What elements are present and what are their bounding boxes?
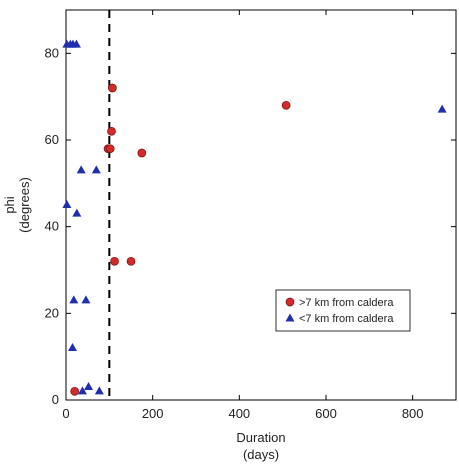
- x-tick-label: 200: [142, 406, 164, 421]
- data-point-triangle: [62, 200, 72, 208]
- legend-label-far: >7 km from caldera: [299, 297, 394, 309]
- data-point-triangle: [76, 165, 86, 174]
- data-point-triangle: [437, 104, 447, 113]
- x-axis-title-line2: (days): [243, 447, 279, 462]
- y-axis-title-line2: (degrees): [17, 177, 32, 233]
- y-axis-title-line1: phi: [2, 196, 17, 213]
- y-tick-label: 80: [45, 45, 59, 60]
- legend-box: [275, 289, 411, 332]
- plot-area: [65, 9, 457, 401]
- legend-label-near: <7 km from caldera: [299, 313, 394, 325]
- y-axis: 0 20 40 60 80: [45, 45, 456, 407]
- y-tick-label: 20: [45, 305, 59, 320]
- x-tick-label: 600: [315, 406, 337, 421]
- x-tick-label: 800: [402, 406, 424, 421]
- data-point-triangle: [91, 165, 101, 174]
- x-axis-title-line1: Duration: [236, 430, 285, 445]
- data-point-circle: [126, 256, 136, 266]
- data-point-circle: [107, 126, 116, 136]
- x-axis: 0 200 400 600 800: [62, 10, 424, 421]
- data-point-circle: [105, 144, 115, 154]
- legend: >7 km from caldera <7 km from caldera: [275, 289, 411, 332]
- data-point-triangle: [71, 39, 81, 48]
- data-point-circle: [137, 148, 147, 158]
- y-tick-label: 60: [45, 132, 59, 147]
- data-point-triangle: [72, 208, 82, 217]
- y-tick-label: 0: [52, 392, 59, 407]
- data-point-triangle: [81, 295, 91, 304]
- data-point-triangle: [69, 295, 79, 304]
- x-tick-label: 0: [62, 406, 69, 421]
- legend-marker-circle: [285, 297, 295, 307]
- x-tick-label: 400: [228, 406, 250, 421]
- data-point-triangle: [94, 386, 104, 395]
- data-points: [62, 39, 447, 396]
- data-point-triangle: [84, 382, 94, 390]
- data-point-circle: [108, 83, 117, 93]
- data-point-triangle: [68, 343, 77, 351]
- data-point-circle: [110, 256, 119, 266]
- data-point-circle: [70, 386, 80, 396]
- y-tick-label: 40: [45, 219, 59, 234]
- data-point-triangle: [77, 386, 87, 395]
- data-point-circle: [281, 100, 291, 110]
- legend-marker-triangle: [285, 313, 295, 322]
